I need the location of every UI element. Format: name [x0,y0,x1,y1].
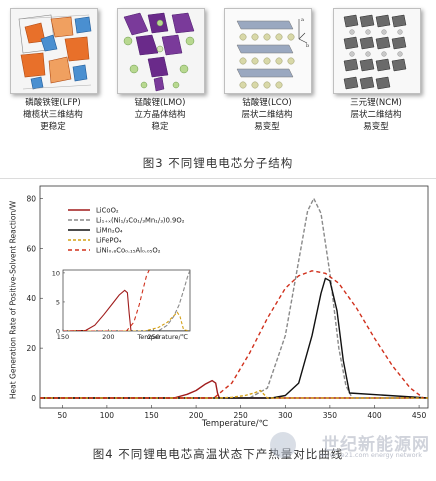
series-line-2 [40,197,428,399]
inset-y-tick-label: 0 [56,328,60,336]
inset-plot-frame [62,269,191,332]
lco-caption: 钴酸锂(LCO) 层状二维结构 易变型 [217,97,317,133]
x-tick-label: 50 [58,411,68,420]
ncm-caption-stability: 易变型 [363,122,389,132]
legend-entry-4: LiFePO₄ [96,237,122,245]
chart-plot-frame [39,185,429,409]
ncm-caption: 三元锂(NCM) 层状二维结构 易变型 [326,97,426,133]
lfp-caption: 磷酸铁锂(LFP) 橄榄状三维结构 更稳定 [3,97,103,133]
ncm-structure-image [334,9,420,93]
series-line-3 [40,277,429,399]
lfp-structure-panel [10,8,98,94]
inset-series-line-2 [63,270,190,331]
watermark-subtext: www.ne21.com energy network [319,451,422,459]
figure3-caption: 图3 不同锂电电芯分子结构 [142,156,294,170]
lmo-caption-structure: 立方晶体结构 [134,110,186,120]
lmo-structure-panel [117,8,205,94]
figure-divider [0,178,436,179]
lco-axis-label-b: b [306,43,309,49]
inset-x-tick-label: 150 [57,333,69,341]
series-line-4 [40,389,428,399]
inset-chart-group: 150 200 250 0 5 10 Temperature/℃ [52,269,191,341]
lco-caption-structure: 层状二维结构 [241,110,293,120]
x-tick-label: 450 [412,411,427,420]
inset-x-tick-label: 200 [102,333,114,341]
lmo-caption-stability: 稳定 [151,122,169,132]
inset-y-tick-label: 5 [56,298,60,306]
lco-caption-name: 钴酸锂(LCO) [242,98,292,108]
inset-y-tick-label: 10 [52,269,60,277]
lmo-structure-image [118,9,204,93]
legend-entry-1: LiCoO₂ [96,207,119,215]
y-tick-label: 0 [31,394,36,403]
lco-axis-label-a: a [301,17,304,23]
lco-structure-image: a b [225,9,311,93]
lfp-structure-image [11,9,97,93]
ncm-caption-structure: 层状二维结构 [350,110,402,120]
x-tick-label: 200 [189,411,204,420]
legend-entry-2: Li₁₊ₓ(Ni₁/₃Co₁/₃Mn₁/₃)0.9O₂ [96,217,185,225]
series-line-5 [40,270,424,399]
y-tick-label: 60 [26,244,36,253]
lfp-caption-structure: 橄榄状三维结构 [23,110,83,120]
lmo-caption: 锰酸锂(LMO) 立方晶体结构 稳定 [110,97,210,133]
chart-lines-group [40,197,429,399]
inset-x-axis-label: Temperature/℃ [136,333,188,341]
y-tick-label: 20 [26,344,36,353]
x-tick-label: 400 [367,411,382,420]
y-tick-label: 80 [26,194,36,203]
lfp-caption-name: 磷酸铁锂(LFP) [25,98,81,108]
lco-structure-panel: a b [224,8,312,94]
x-tick-label: 300 [278,411,293,420]
chart-x-axis-label: Temperature/℃ [201,419,269,429]
lco-caption-stability: 易变型 [254,122,280,132]
ncm-caption-name: 三元锂(NCM) [350,98,402,108]
watermark-text: 世纪新能源网 [322,435,430,455]
x-tick-label: 150 [144,411,159,420]
inset-series-line-4 [63,311,190,331]
watermark-logo-icon [270,432,296,458]
x-tick-label: 350 [323,411,338,420]
lmo-caption-name: 锰酸锂(LMO) [134,98,186,108]
inset-series-line-5 [63,270,150,331]
watermark: 世纪新能源网 www.ne21.com energy network [270,430,430,470]
x-tick-label: 100 [100,411,115,420]
y-tick-label: 40 [26,294,36,303]
series-line-1 [40,379,428,399]
chart-legend: LiCoO₂ Li₁₊ₓ(Ni₁/₃Co₁/₃Mn₁/₃)0.9O₂ LiMn₂O₄… [68,207,185,255]
legend-entry-3: LiMn₂O₄ [96,227,123,235]
lfp-caption-stability: 更稳定 [40,122,66,132]
inset-x-tick-label: 250 [148,333,160,341]
legend-entry-5: LiNi₀.₈Co₀.₁₅Al₀.₀₅O₂ [96,247,161,255]
inset-series-line-1 [63,289,190,331]
ncm-structure-panel [333,8,421,94]
x-tick-label: 250 [234,411,249,420]
